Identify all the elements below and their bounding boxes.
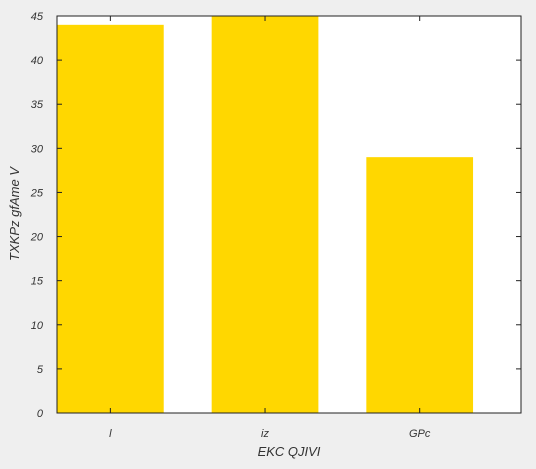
y-tick-label: 0	[37, 408, 44, 420]
plot-frame	[56, 15, 522, 414]
y-tick-label: 15	[31, 276, 44, 288]
y-tick-label: 25	[30, 187, 44, 199]
y-tick-label: 35	[31, 99, 44, 111]
x-tick-label: GPc	[409, 428, 431, 440]
y-tick-label: 30	[31, 143, 44, 155]
x-tick-label: iz	[261, 428, 269, 440]
x-axis: l iz GPc	[109, 16, 431, 440]
bar-iz	[211, 16, 319, 413]
y-axis: 0 5 10 15 20 25 30 35 40 45	[30, 11, 521, 420]
y-tick-label: 20	[30, 232, 44, 244]
y-tick-label: 40	[31, 55, 44, 67]
bar-l	[57, 24, 164, 413]
x-axis-title: EKC QJIVI	[258, 444, 321, 459]
bars-group	[57, 16, 474, 413]
x-tick-label: l	[109, 428, 112, 440]
y-tick-label: 10	[31, 320, 44, 332]
y-tick-label: 45	[31, 11, 44, 23]
bar-GPc	[366, 157, 474, 413]
y-tick-label: 5	[37, 364, 44, 376]
y-axis-title: TXKPz gfAme V	[7, 166, 22, 261]
